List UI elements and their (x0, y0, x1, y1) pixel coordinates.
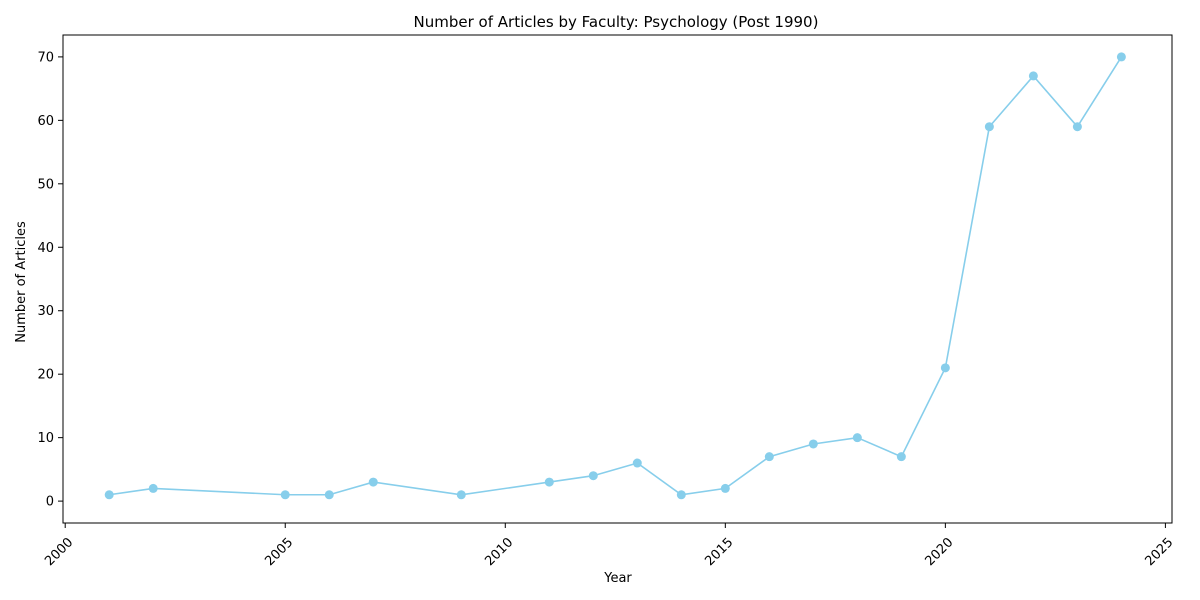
data-point (588, 471, 598, 481)
x-tick-label: 2000 (42, 535, 76, 569)
x-tick-label: 2005 (262, 535, 296, 569)
data-point (148, 483, 158, 493)
data-point (544, 477, 554, 487)
y-tick-label: 10 (37, 431, 54, 446)
data-point (104, 490, 114, 500)
y-axis-label: Number of Articles (14, 221, 29, 343)
x-axis-label: Year (603, 571, 632, 586)
data-point (280, 490, 290, 500)
data-point (720, 483, 730, 493)
series-line (109, 56, 1123, 496)
y-tick-label: 0 (46, 495, 54, 510)
data-point (852, 433, 862, 443)
chart-title: Number of Articles by Faculty: Psycholog… (414, 13, 819, 31)
x-tick-label: 2025 (1142, 535, 1176, 569)
y-tick-label: 30 (37, 304, 54, 319)
data-point (1028, 71, 1038, 81)
y-tick-label: 40 (37, 241, 54, 256)
data-point (940, 363, 950, 373)
data-point (676, 490, 686, 500)
y-axis-ticks: 0 10 20 30 40 50 60 70 (37, 50, 63, 510)
data-point (1116, 52, 1126, 62)
data-point (984, 122, 994, 132)
x-axis-ticks: 2000 2005 2010 2015 2020 2025 (42, 523, 1176, 569)
plot-area (62, 34, 1173, 524)
series-layer (104, 52, 1126, 500)
data-point (632, 458, 642, 468)
y-tick-label: 50 (37, 177, 54, 192)
y-tick-label: 20 (37, 368, 54, 383)
data-point (808, 439, 818, 449)
x-tick-label: 2010 (482, 535, 516, 569)
y-tick-label: 70 (37, 50, 54, 65)
x-tick-label: 2020 (922, 535, 956, 569)
data-point (1072, 122, 1082, 132)
data-point (456, 490, 466, 500)
data-point (764, 452, 774, 462)
data-point (324, 490, 334, 500)
x-tick-label: 2015 (702, 535, 736, 569)
data-point (896, 452, 906, 462)
data-point (368, 477, 378, 487)
y-tick-label: 60 (37, 114, 54, 129)
plot-frame (62, 34, 1173, 524)
